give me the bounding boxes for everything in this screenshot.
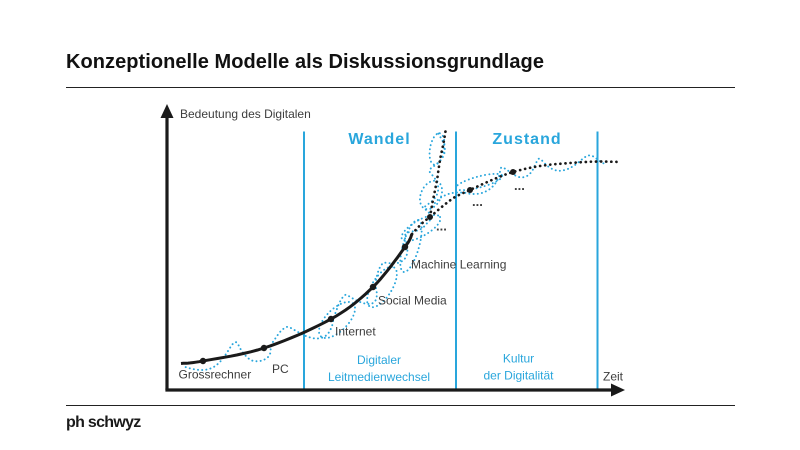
svg-text:Zeit: Zeit	[603, 370, 624, 384]
svg-text:Leitmedienwechsel: Leitmedienwechsel	[328, 370, 430, 384]
svg-text:Grossrechner: Grossrechner	[179, 368, 252, 382]
svg-text:Internet: Internet	[335, 325, 376, 339]
svg-text:...: ...	[436, 219, 447, 234]
svg-text:Wandel: Wandel	[348, 131, 410, 148]
svg-text:...: ...	[472, 194, 483, 209]
svg-text:Digitaler: Digitaler	[357, 353, 401, 367]
svg-text:Machine Learning: Machine Learning	[411, 258, 506, 272]
svg-text:...: ...	[514, 178, 525, 193]
svg-text:Kultur: Kultur	[503, 352, 534, 366]
svg-text:Bedeutung des Digitalen: Bedeutung des Digitalen	[180, 107, 311, 121]
svg-text:Zustand: Zustand	[492, 131, 561, 148]
svg-text:PC: PC	[272, 362, 289, 376]
svg-text:der Digitalität: der Digitalität	[483, 369, 554, 383]
svg-text:Social Media: Social Media	[378, 294, 447, 308]
